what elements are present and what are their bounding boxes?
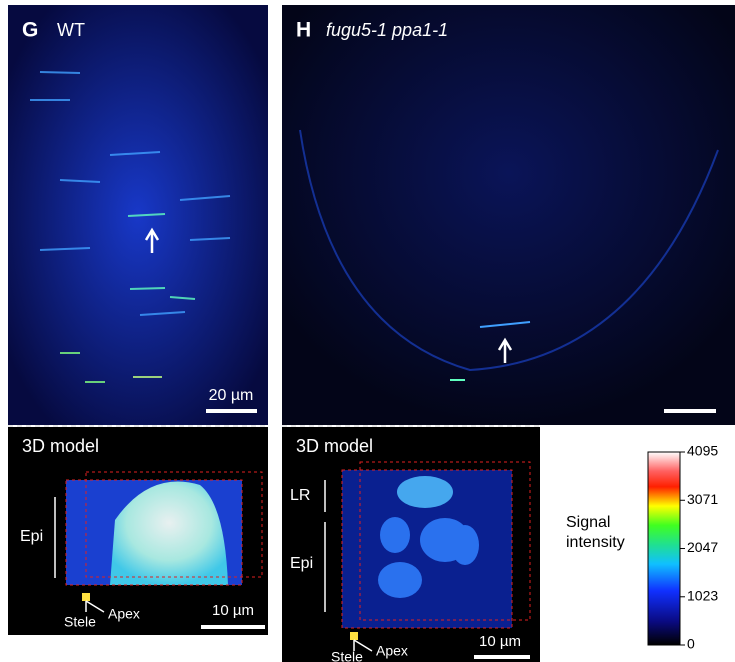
layer-label: LR [290,487,310,504]
panel-h: H fugu5-1 ppa1-1 [282,5,735,426]
panel-title: WT [57,20,85,40]
panel-title: fugu5-1 ppa1-1 [326,20,448,40]
panel-g-model: 3D model Epi Stele Apex 10 µm [8,427,268,635]
colorbar-gradient [648,452,680,645]
layer-label: Epi [290,555,313,572]
micrograph [282,5,735,425]
colorbar-tick-label: 4095 [687,443,718,459]
scale-label: 10 µm [479,633,521,650]
axis-origin [350,632,358,640]
model-title: 3D model [22,436,99,456]
panel-g: G WT 20 µm [8,5,268,426]
model-title: 3D model [296,436,373,456]
layer-label: Epi [20,528,43,545]
colorbar-tick-label: 3071 [687,491,718,507]
panel-letter: H [296,19,311,42]
axis-label: Stele [64,614,96,630]
axis-origin [82,593,90,601]
axis-label: Stele [331,649,363,662]
panel-h-model: 3D model LR Epi Stele Apex 10 µm [282,427,540,662]
figure: G WT 20 µm 3D model Epi Stele Apex 10 µm… [0,0,735,662]
axis-label: Apex [376,643,408,659]
scale-label: 10 µm [212,602,254,619]
colorbar-tick-label: 2047 [687,539,718,555]
scale-label: 20 µm [209,387,254,404]
axis-label: Apex [108,606,140,622]
panel-letter: G [22,19,38,42]
colorbar-tick-label: 0 [687,636,695,652]
colorbar-tick-label: 1023 [687,587,718,603]
